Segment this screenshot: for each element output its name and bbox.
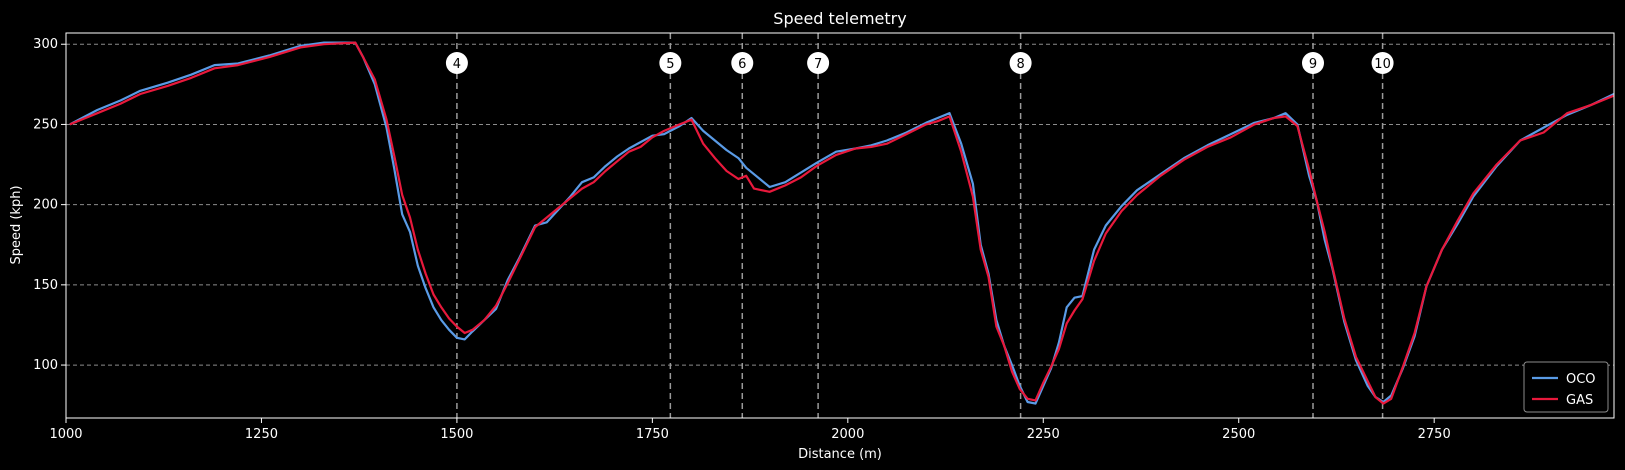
corner-label: 10	[1374, 57, 1391, 72]
corner-markers: 4 5 6 7 8 9 10	[445, 33, 1394, 418]
series-lines	[69, 41, 1615, 405]
series-line	[69, 41, 1615, 405]
legend-label: GAS	[1566, 393, 1593, 408]
corner-badge	[445, 52, 468, 74]
corner-badge	[1371, 52, 1394, 74]
x-tick-label: 1500	[440, 427, 473, 442]
corner-label: 4	[453, 57, 461, 72]
corner-label: 6	[738, 57, 746, 72]
y-tick-label: 200	[33, 198, 58, 213]
x-tick-label: 1000	[49, 427, 82, 442]
corner-label: 5	[666, 57, 674, 72]
x-tick-label: 2750	[1418, 427, 1451, 442]
x-tick-label: 2000	[831, 427, 864, 442]
legend-label: OCO	[1566, 372, 1596, 387]
x-tick-label: 2500	[1222, 427, 1255, 442]
corner-badge	[659, 52, 682, 74]
y-tick-label: 300	[33, 37, 58, 52]
legend: OCO GAS	[1523, 361, 1609, 413]
y-axis-label: Speed (kph)	[9, 185, 24, 264]
corner-badge	[1302, 52, 1324, 74]
corner-badge	[807, 52, 830, 74]
corner-badge	[731, 52, 754, 74]
corner-badge	[1009, 52, 1032, 74]
x-axis-ticks: 1000 1250 1500 1750 2000 2250 2500 2750	[49, 418, 1451, 442]
y-tick-label: 250	[33, 117, 58, 132]
y-axis-ticks: 100 150 200 250 300	[33, 37, 66, 373]
corner-label: 8	[1016, 57, 1024, 72]
x-tick-label: 1250	[245, 427, 278, 442]
plot-frame	[65, 32, 1615, 419]
x-tick-label: 1750	[636, 427, 669, 442]
x-axis-label: Distance (m)	[798, 447, 882, 462]
corner-label: 9	[1309, 57, 1317, 72]
x-tick-label: 2250	[1027, 427, 1060, 442]
y-tick-label: 100	[33, 358, 58, 373]
corner-label: 7	[814, 57, 822, 72]
y-tick-label: 150	[33, 278, 58, 293]
chart-title: Speed telemetry	[773, 9, 906, 28]
grid-lines	[66, 43, 1614, 366]
